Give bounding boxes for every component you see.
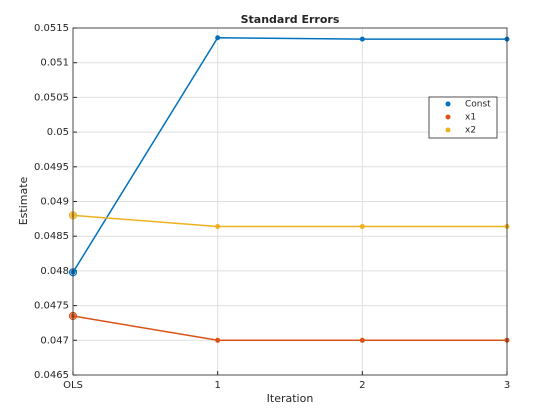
series-line	[72, 315, 507, 342]
x-tick-label: 2	[359, 380, 365, 391]
legend-marker	[445, 114, 451, 120]
legend-label: x1	[465, 113, 476, 123]
point	[359, 337, 365, 343]
point	[359, 223, 365, 229]
legend-box	[428, 96, 498, 139]
x-tick-label: OLS	[63, 380, 83, 391]
legend: Const x1 x2	[428, 96, 498, 139]
y-tick-label: 0.0475	[34, 301, 69, 312]
y-axis-label: Estimate	[17, 176, 30, 225]
y-tick-label: 0.048	[40, 266, 69, 277]
y-tick-label: 0.051	[40, 58, 69, 69]
y-tick-label: 0.0515	[34, 23, 69, 34]
plot	[68, 35, 510, 343]
x-tick-label: 3	[504, 380, 510, 391]
axes-box	[72, 27, 508, 376]
y-tick-label: 0.0485	[34, 231, 69, 242]
x-tick-label: 1	[214, 380, 220, 391]
y-tick-label: 0.05	[47, 127, 69, 138]
y-tick-label: 0.0495	[34, 162, 69, 173]
point	[359, 36, 365, 42]
legend-label: x2	[465, 126, 476, 136]
x-axis-label: Iteration	[267, 392, 314, 405]
chart-title: Standard Errors	[241, 13, 340, 26]
y-tick-label: 0.049	[40, 197, 69, 208]
legend-marker	[445, 127, 451, 133]
point	[215, 35, 221, 41]
legend-label: Const	[465, 100, 491, 110]
y-tick-label: 0.047	[40, 335, 69, 346]
series-line	[72, 214, 507, 228]
y-tick-label: 0.0505	[34, 92, 69, 103]
point	[215, 223, 221, 229]
legend-marker	[445, 101, 451, 107]
series-line	[72, 36, 507, 273]
y-tick-label: 0.0465	[34, 370, 69, 381]
point	[215, 337, 221, 343]
